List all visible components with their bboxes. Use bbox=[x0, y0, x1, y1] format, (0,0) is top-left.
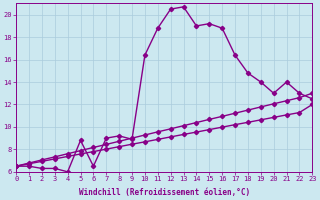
X-axis label: Windchill (Refroidissement éolien,°C): Windchill (Refroidissement éolien,°C) bbox=[79, 188, 250, 197]
